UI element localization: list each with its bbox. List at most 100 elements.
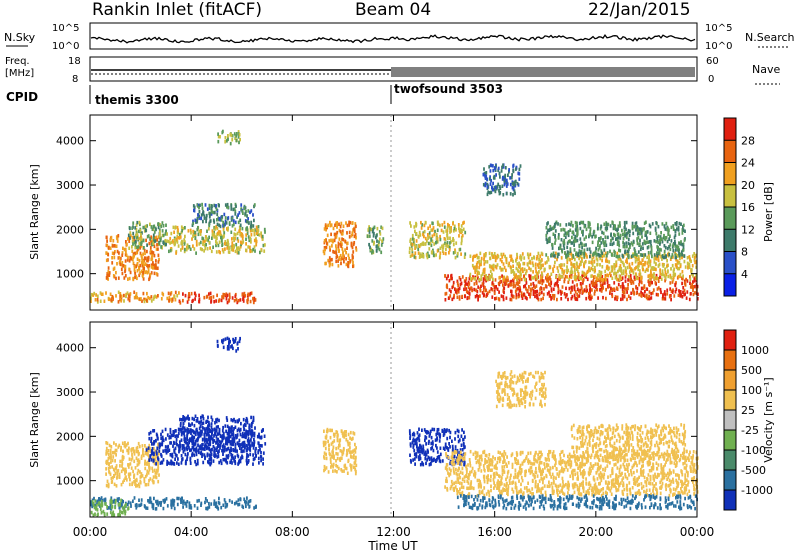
heatmap-cell <box>577 274 580 278</box>
heatmap-cell <box>187 452 189 456</box>
heatmap-cell <box>161 461 164 465</box>
heatmap-cell <box>657 224 660 229</box>
heatmap-cell <box>567 230 570 234</box>
heatmap-cell <box>199 424 202 428</box>
heatmap-cell <box>175 237 178 241</box>
heatmap-cell <box>589 254 591 259</box>
power-ylabel: Slant Range [km] <box>28 164 41 260</box>
heatmap-cell <box>261 444 263 448</box>
heatmap-cell <box>447 274 449 278</box>
heatmap-cell <box>653 239 656 243</box>
heatmap-cell <box>657 279 660 283</box>
heatmap-cell <box>632 254 634 258</box>
heatmap-cell <box>182 415 185 419</box>
heatmap-cell <box>459 282 462 287</box>
heatmap-cell <box>523 256 526 260</box>
heatmap-cell <box>615 260 618 264</box>
heatmap-cell <box>113 266 116 270</box>
heatmap-cell <box>573 236 576 241</box>
heatmap-cell <box>512 295 515 299</box>
heatmap-cell <box>421 242 424 246</box>
heatmap-cell <box>535 293 538 298</box>
heatmap-cell <box>370 227 372 232</box>
heatmap-cell <box>659 287 662 292</box>
heatmap-cell <box>182 421 185 426</box>
heatmap-cell <box>124 467 127 472</box>
heatmap-cell <box>218 230 220 234</box>
heatmap-cell <box>140 456 143 460</box>
heatmap-cell <box>198 498 200 503</box>
heatmap-cell <box>465 277 468 281</box>
heatmap-cell <box>155 471 158 475</box>
heatmap-cell <box>514 274 516 279</box>
heatmap-cell <box>116 262 118 266</box>
heatmap-cell <box>557 269 560 273</box>
heatmap-cell <box>192 430 195 434</box>
heatmap-cell <box>107 483 110 488</box>
heatmap-cell <box>353 229 356 234</box>
heatmap-cell <box>117 234 120 238</box>
heatmap-cell <box>156 433 159 438</box>
heatmap-cell <box>141 258 144 263</box>
heatmap-cell <box>219 443 222 448</box>
heatmap-cell <box>183 437 186 442</box>
heatmap-cell <box>127 507 129 511</box>
heatmap-cell <box>413 237 415 242</box>
heatmap-cell <box>221 248 224 252</box>
heatmap-cell <box>453 293 455 298</box>
heatmap-cell <box>249 448 252 452</box>
heatmap-cell <box>492 181 494 186</box>
heatmap-cell <box>150 265 153 269</box>
heatmap-cell <box>627 286 629 291</box>
heatmap-cell <box>135 484 137 488</box>
heatmap-cell <box>111 294 114 299</box>
heatmap-cell <box>585 272 588 276</box>
heatmap-cell <box>550 289 553 293</box>
heatmap-cell <box>160 224 163 229</box>
heatmap-cell <box>445 284 448 289</box>
heatmap-cell <box>602 231 605 236</box>
heatmap-cell <box>447 222 449 227</box>
heatmap-cell <box>579 288 582 293</box>
heatmap-cell <box>225 448 228 452</box>
heatmap-cell <box>678 289 680 293</box>
heatmap-cell <box>198 203 200 208</box>
heatmap-cell <box>491 266 494 271</box>
heatmap-cell <box>113 244 116 248</box>
heatmap-cell <box>518 288 521 293</box>
heatmap-cell <box>629 243 631 247</box>
heatmap-cell <box>667 274 670 279</box>
heatmap-cell <box>339 224 342 229</box>
heatmap-cell <box>550 227 553 231</box>
heatmap-cell <box>460 241 463 246</box>
freq-panel: Freq. [MHz] 18 8 60 0 Nave <box>5 56 780 85</box>
heatmap-cell <box>589 294 592 298</box>
heatmap-cell <box>162 458 165 462</box>
heatmap-cell <box>654 226 657 231</box>
heatmap-cell <box>430 243 433 248</box>
heatmap-cell <box>215 204 217 208</box>
heatmap-cell <box>153 253 156 258</box>
heatmap-cell <box>468 282 471 286</box>
heatmap-cell <box>655 221 658 225</box>
heatmap-cell <box>680 242 682 246</box>
heatmap-cell <box>584 259 587 264</box>
heatmap-cell <box>445 276 448 281</box>
heatmap-cell <box>148 432 151 436</box>
heatmap-cell <box>116 239 119 243</box>
heatmap-cell <box>244 206 247 210</box>
heatmap-cell <box>597 248 600 252</box>
heatmap-cell <box>338 237 341 241</box>
heatmap-cell <box>146 462 148 466</box>
heatmap-cell <box>109 246 112 250</box>
heatmap-cell <box>597 252 600 257</box>
heatmap-cell <box>613 287 615 291</box>
heatmap-cell <box>180 461 183 465</box>
heatmap-cell <box>254 451 257 455</box>
heatmap-cell <box>641 265 644 269</box>
heatmap-cell <box>145 270 148 274</box>
heatmap-cell <box>329 248 331 252</box>
heatmap-cell <box>218 428 221 432</box>
heatmap-cell <box>120 448 122 452</box>
